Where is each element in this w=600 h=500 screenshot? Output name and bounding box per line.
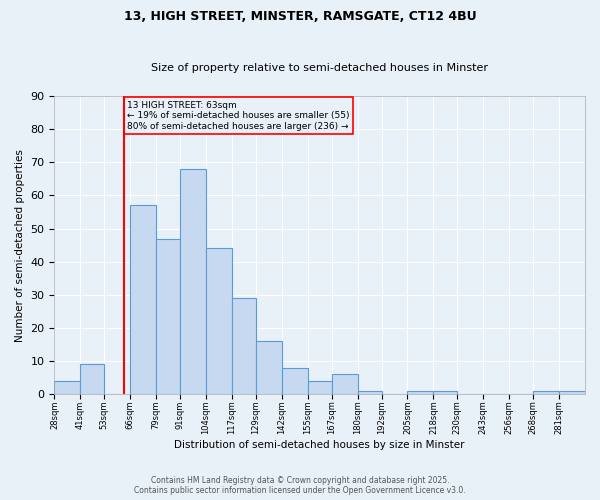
Bar — [130, 206, 156, 394]
Bar — [232, 298, 256, 394]
Bar — [407, 391, 433, 394]
Text: 13 HIGH STREET: 63sqm
← 19% of semi-detached houses are smaller (55)
80% of semi: 13 HIGH STREET: 63sqm ← 19% of semi-deta… — [127, 101, 350, 131]
Bar — [256, 342, 282, 394]
Bar — [308, 381, 332, 394]
Bar — [55, 381, 80, 394]
Bar — [332, 374, 358, 394]
X-axis label: Distribution of semi-detached houses by size in Minster: Distribution of semi-detached houses by … — [175, 440, 465, 450]
Title: Size of property relative to semi-detached houses in Minster: Size of property relative to semi-detach… — [151, 63, 488, 73]
Bar — [533, 391, 559, 394]
Y-axis label: Number of semi-detached properties: Number of semi-detached properties — [15, 148, 25, 342]
Bar — [433, 391, 457, 394]
Bar — [80, 364, 104, 394]
Bar — [180, 169, 206, 394]
Bar — [358, 391, 382, 394]
Text: Contains HM Land Registry data © Crown copyright and database right 2025.
Contai: Contains HM Land Registry data © Crown c… — [134, 476, 466, 495]
Text: 13, HIGH STREET, MINSTER, RAMSGATE, CT12 4BU: 13, HIGH STREET, MINSTER, RAMSGATE, CT12… — [124, 10, 476, 23]
Bar — [559, 391, 585, 394]
Bar — [282, 368, 308, 394]
Bar — [206, 248, 232, 394]
Bar — [156, 238, 180, 394]
